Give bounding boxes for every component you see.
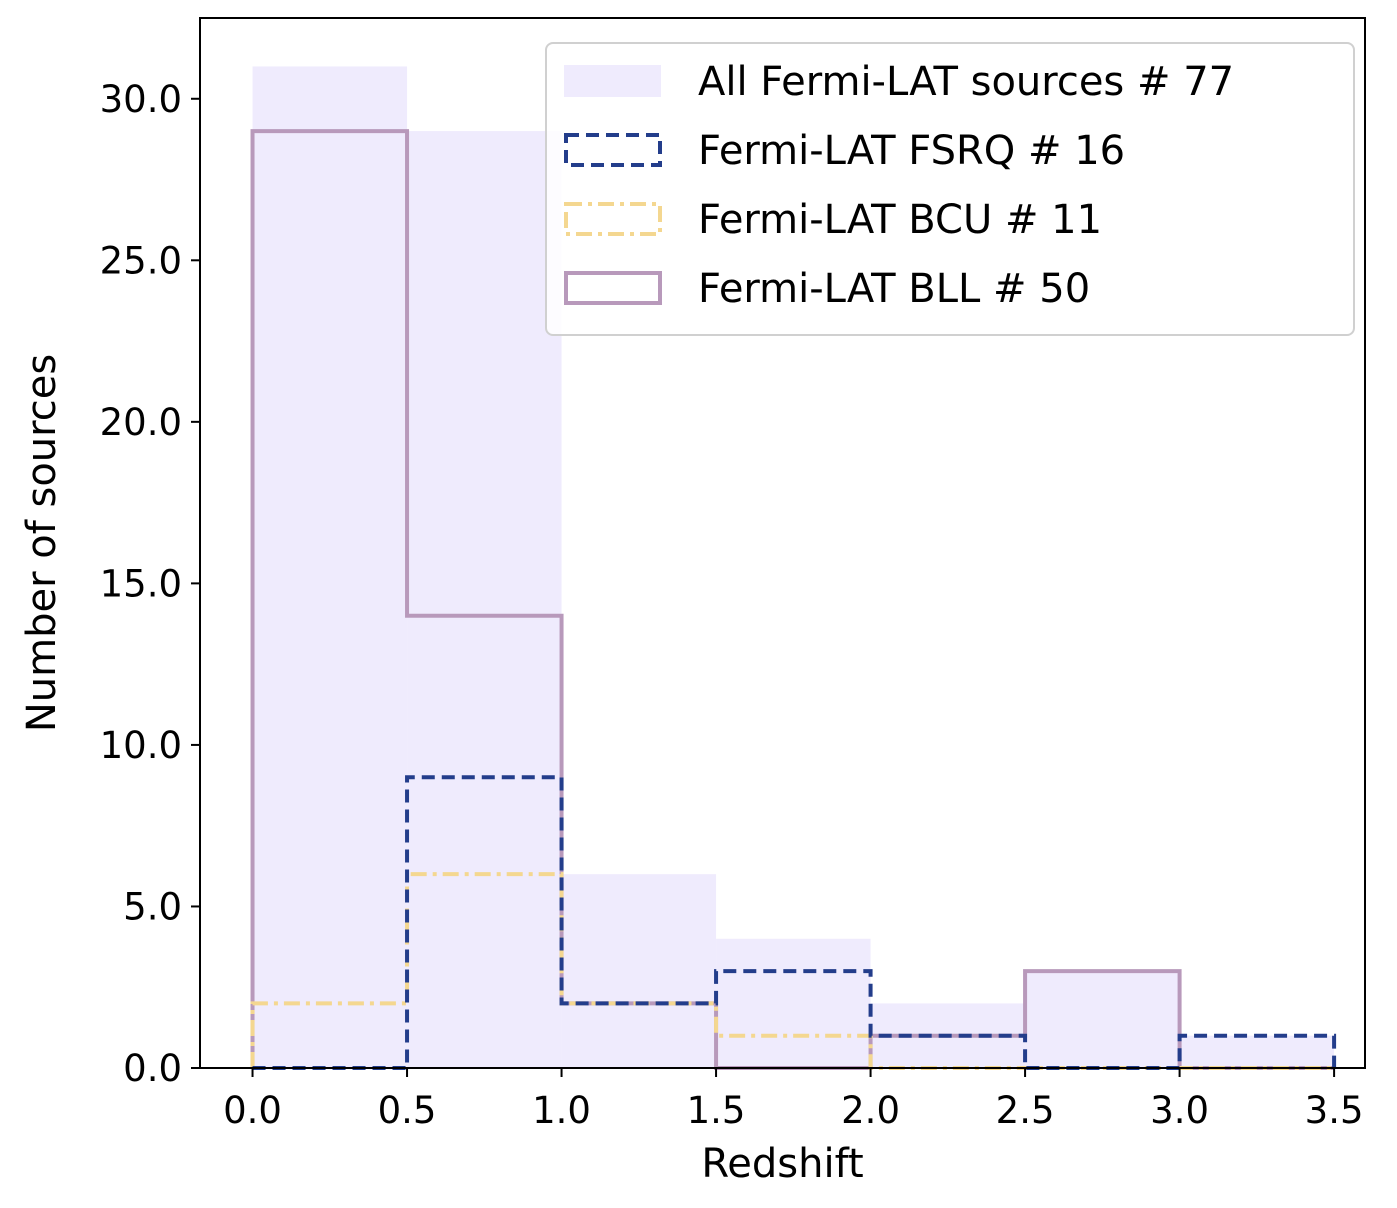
legend-swatch [564, 133, 662, 167]
y-tick-label: 20.0 [100, 401, 182, 444]
legend-label: Fermi-LAT FSRQ # 16 [698, 128, 1125, 174]
legend-swatch [564, 202, 662, 236]
legend-label: Fermi-LAT BCU # 11 [698, 197, 1102, 243]
legend-label: Fermi-LAT BLL # 50 [698, 266, 1090, 312]
bar-all-sources [1025, 971, 1180, 1068]
bar-all-sources [407, 131, 562, 1069]
x-axis-title: Redshift [701, 1141, 863, 1187]
legend: All Fermi-LAT sources # 77 Fermi-LAT FSRQ… [545, 42, 1355, 336]
legend-item-fsrq: Fermi-LAT FSRQ # 16 [564, 128, 1125, 174]
plot-frame [199, 17, 1366, 1069]
bar-all-sources [716, 938, 871, 1068]
legend-item-all: All Fermi-LAT sources # 77 [564, 59, 1234, 105]
bar-all-sources [252, 66, 408, 1068]
y-axis-ticks: 0.0 5.0 10.0 15.0 20.0 25.0 30.0 [100, 78, 200, 1090]
x-tick-label: 1.0 [532, 1089, 591, 1132]
x-tick-label: 1.5 [687, 1089, 746, 1132]
y-tick-label: 5.0 [123, 885, 182, 928]
legend-item-bcu: Fermi-LAT BCU # 11 [564, 197, 1102, 243]
legend-swatch [564, 271, 662, 305]
bar-all-sources [561, 874, 717, 1068]
x-tick-label: 0.0 [223, 1089, 282, 1132]
x-tick-label: 2.0 [841, 1089, 900, 1132]
y-tick-label: 25.0 [100, 239, 182, 282]
legend-frame [545, 42, 1355, 336]
legend-label: All Fermi-LAT sources # 77 [698, 59, 1234, 105]
y-tick-label: 15.0 [100, 562, 182, 605]
x-tick-label: 3.5 [1305, 1089, 1364, 1132]
bar-all-sources [1179, 1035, 1335, 1068]
y-tick-label: 10.0 [100, 724, 182, 767]
step-fsrq [252, 775, 1337, 1070]
x-axis-ticks: 0.0 0.5 1.0 1.5 2.0 2.5 3.0 3.5 [223, 1068, 1364, 1132]
y-axis-title: Number of sources [19, 354, 65, 732]
legend-swatch [564, 65, 661, 97]
x-tick-label: 0.5 [378, 1089, 437, 1132]
x-tick-label: 2.5 [996, 1089, 1055, 1132]
legend-item-bll: Fermi-LAT BLL # 50 [564, 266, 1090, 312]
y-tick-label: 30.0 [100, 78, 182, 121]
x-tick-label: 3.0 [1150, 1089, 1209, 1132]
y-tick-label: 0.0 [123, 1047, 182, 1090]
